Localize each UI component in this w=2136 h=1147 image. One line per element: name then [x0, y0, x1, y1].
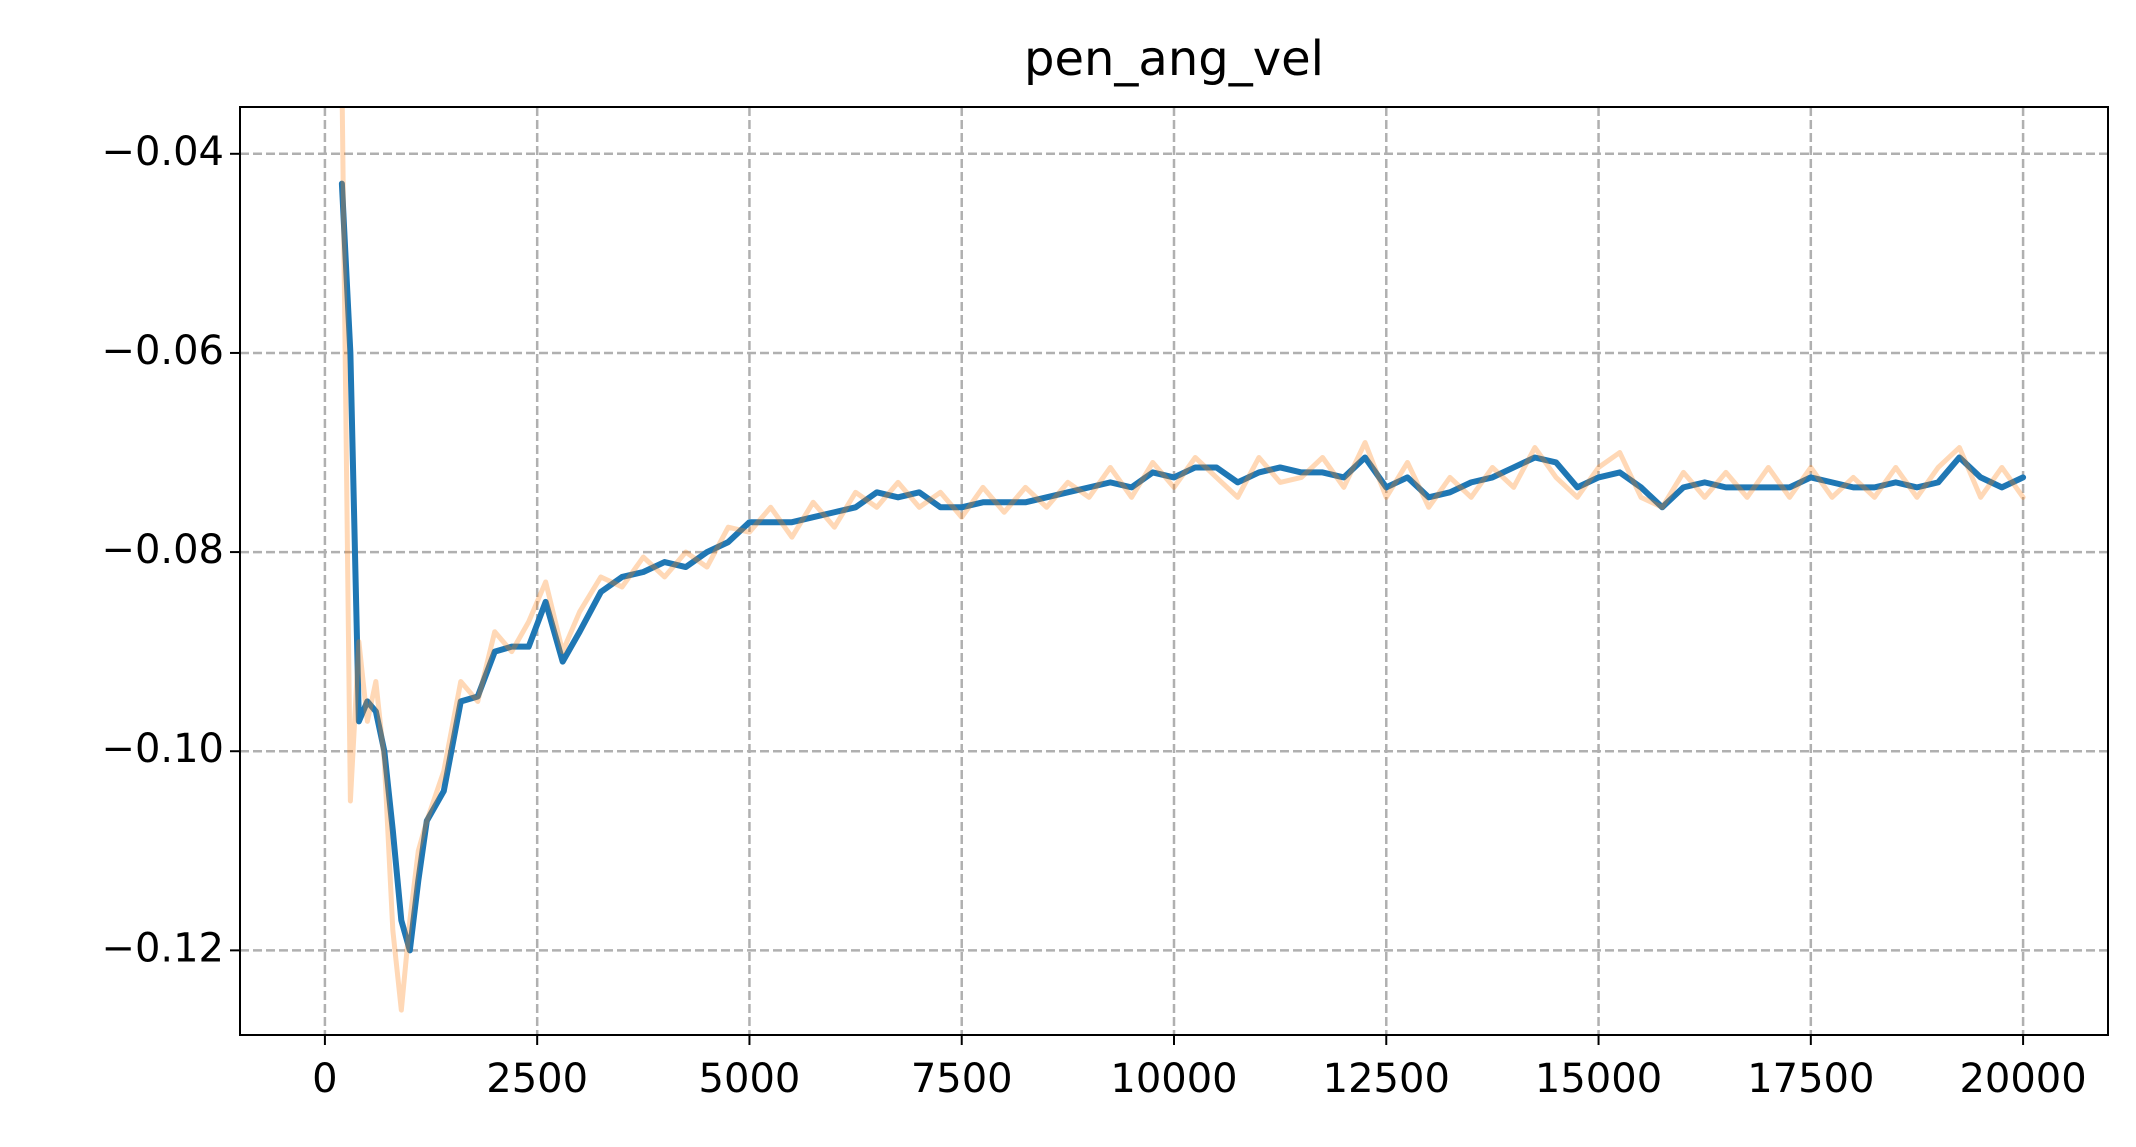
data-line — [339, 107, 2026, 1013]
data-line — [338, 180, 2027, 954]
y-tick-label: −0.04 — [101, 129, 224, 175]
x-tick-label: 20000 — [1959, 1056, 2086, 1102]
y-tick-label: −0.10 — [101, 726, 224, 772]
x-tick-label: 0 — [312, 1056, 337, 1102]
x-tick-label: 10000 — [1110, 1056, 1237, 1102]
x-tick-label: 5000 — [699, 1056, 801, 1102]
y-tick-label: −0.08 — [101, 527, 224, 573]
plot-area — [338, 107, 2027, 1013]
x-tick-label: 2500 — [486, 1056, 588, 1102]
axes-frame — [239, 106, 2109, 1036]
x-tick-label: 15000 — [1535, 1056, 1662, 1102]
x-tick-label: 12500 — [1323, 1056, 1450, 1102]
y-tick-label: −0.12 — [101, 925, 224, 971]
x-tick-label: 7500 — [911, 1056, 1013, 1102]
y-tick-label: −0.06 — [101, 328, 224, 374]
x-tick-label: 17500 — [1747, 1056, 1874, 1102]
chart-title: pen_ang_vel — [1024, 31, 1324, 87]
